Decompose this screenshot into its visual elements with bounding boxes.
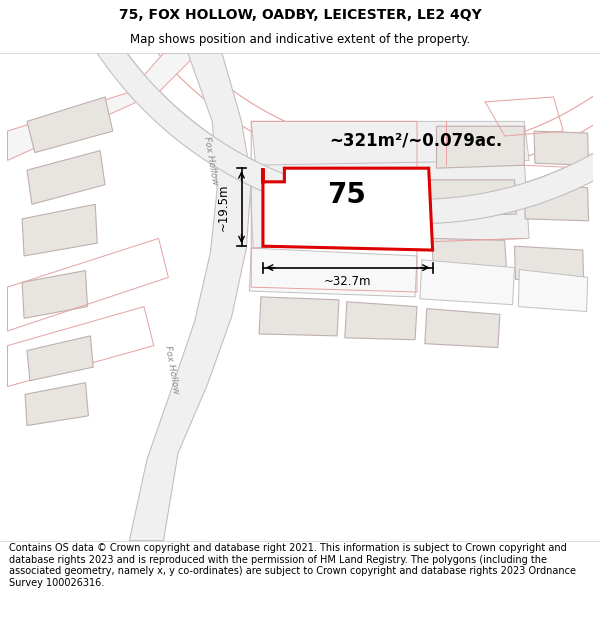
Polygon shape	[259, 297, 339, 336]
Polygon shape	[427, 180, 517, 217]
Text: Fox Hollow: Fox Hollow	[163, 345, 180, 395]
Polygon shape	[22, 271, 88, 318]
Polygon shape	[25, 382, 88, 426]
Text: Contains OS data © Crown copyright and database right 2021. This information is : Contains OS data © Crown copyright and d…	[9, 543, 576, 588]
Polygon shape	[27, 151, 105, 204]
Text: ~32.7m: ~32.7m	[324, 275, 371, 288]
Polygon shape	[263, 168, 433, 250]
Text: Map shows position and indicative extent of the property.: Map shows position and indicative extent…	[130, 33, 470, 46]
Polygon shape	[27, 97, 113, 152]
Text: 75: 75	[327, 181, 365, 209]
Polygon shape	[524, 185, 589, 221]
Polygon shape	[45, 0, 600, 224]
Polygon shape	[345, 302, 417, 340]
Polygon shape	[250, 161, 529, 248]
Text: 75, FOX HOLLOW, OADBY, LEICESTER, LE2 4QY: 75, FOX HOLLOW, OADBY, LEICESTER, LE2 4Q…	[119, 8, 481, 22]
Polygon shape	[251, 121, 529, 170]
Polygon shape	[518, 269, 587, 311]
Polygon shape	[425, 309, 500, 348]
Polygon shape	[130, 53, 251, 541]
Polygon shape	[7, 53, 197, 161]
Polygon shape	[22, 204, 97, 256]
Text: ~321m²/~0.079ac.: ~321m²/~0.079ac.	[329, 132, 503, 150]
Polygon shape	[515, 246, 584, 282]
Polygon shape	[437, 126, 524, 168]
Text: ~19.5m: ~19.5m	[217, 183, 230, 231]
Polygon shape	[27, 336, 93, 381]
Polygon shape	[250, 248, 417, 297]
Polygon shape	[534, 131, 589, 165]
Text: Fox Hollow: Fox Hollow	[202, 136, 219, 185]
Polygon shape	[420, 260, 515, 304]
Polygon shape	[431, 238, 507, 272]
